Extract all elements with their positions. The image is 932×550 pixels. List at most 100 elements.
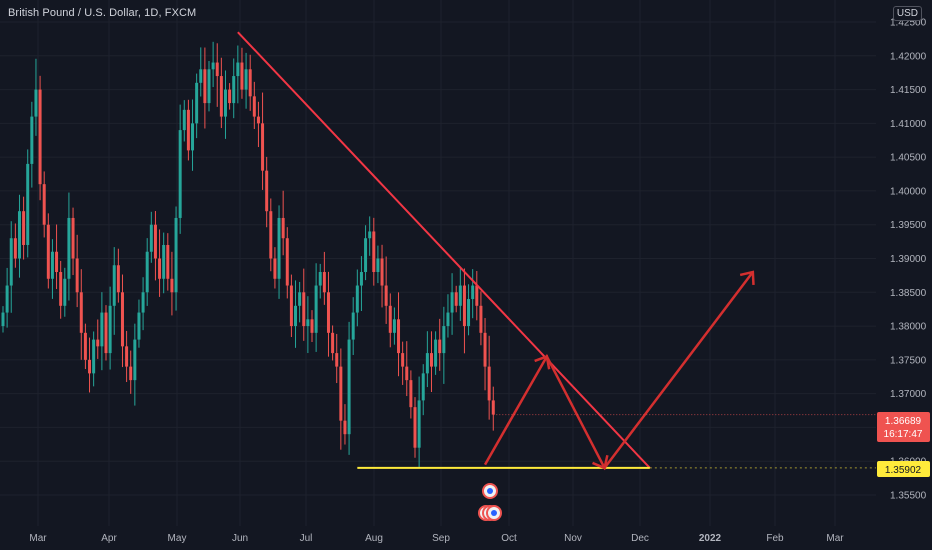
x-tick-label: May [168, 533, 187, 544]
candle-body [256, 116, 260, 124]
arrowhead-down-icon [592, 455, 609, 470]
x-tick-label: Feb [766, 533, 784, 544]
candle-body [269, 211, 273, 259]
candle-body [310, 319, 314, 333]
candle-body [376, 258, 380, 273]
x-tick-label: Nov [564, 533, 582, 544]
x-tick-label: Aug [365, 533, 383, 544]
candle-body [67, 217, 71, 279]
candle-body [351, 312, 355, 340]
candle-body [236, 62, 240, 77]
y-tick-label: 1.40000 [890, 186, 927, 197]
x-tick-label: 2022 [699, 533, 722, 544]
candle-body [63, 278, 67, 306]
candle-body [429, 353, 433, 367]
y-tick-label: 1.41500 [890, 85, 927, 96]
resistance-trendline[interactable] [237, 31, 651, 469]
candle-body [112, 265, 116, 306]
candle-body [442, 326, 446, 354]
candle-body [438, 339, 442, 354]
x-tick-label: Apr [101, 533, 117, 544]
candle-body [17, 211, 21, 259]
candle-body [467, 299, 471, 327]
candle-body [129, 366, 133, 381]
candle-body [425, 353, 429, 374]
candle-body [314, 285, 318, 333]
candle-body [450, 292, 454, 313]
arrowhead-up-icon [739, 270, 755, 286]
candle-body [88, 359, 92, 374]
candle-body [203, 69, 207, 104]
candle-body [359, 272, 363, 286]
candle-body [104, 312, 108, 354]
candle-body [166, 244, 170, 279]
candle-body [281, 217, 285, 239]
y-tick-label: 1.37500 [890, 355, 927, 366]
y-tick-label: 1.42000 [890, 51, 927, 62]
price-tags: 1.36689 16:17:47 1.35902 [877, 412, 930, 477]
price-axis[interactable] [876, 0, 932, 550]
time-axis[interactable] [0, 526, 876, 550]
candle-body [100, 312, 104, 347]
projection-path[interactable] [483, 271, 754, 471]
candle-body [335, 353, 339, 367]
candle-body [158, 258, 162, 279]
candle-body [228, 89, 232, 104]
candle-body [462, 285, 466, 327]
candle-body [368, 231, 372, 239]
candle-body [96, 339, 100, 347]
candle-body [13, 238, 17, 259]
candle-body [223, 89, 227, 117]
economic-events-icon[interactable] [478, 483, 502, 521]
candle-body [162, 244, 166, 279]
x-tick-label: Oct [501, 533, 517, 544]
candle-body [322, 272, 326, 293]
candle-body [491, 400, 495, 415]
candle-body [211, 62, 215, 70]
y-tick-label: 1.39000 [890, 254, 927, 265]
candle-body [38, 89, 42, 185]
y-tick-label: 1.35500 [890, 491, 927, 502]
candle-body [331, 332, 335, 354]
candle-body [409, 380, 413, 408]
candle-body [483, 332, 487, 367]
y-tick-label: 1.37000 [890, 389, 927, 400]
candle-body [186, 109, 190, 151]
current-price-tag [877, 412, 930, 442]
candle-body [125, 346, 129, 367]
candle-body [273, 258, 277, 279]
y-tick-label: 1.42500 [890, 18, 927, 29]
candle-body [207, 69, 211, 104]
candle-body [182, 109, 186, 131]
candle-body [71, 217, 75, 259]
candle-body [145, 251, 149, 293]
candle-body [244, 69, 248, 90]
candle-body [22, 211, 26, 245]
candle-body [252, 96, 256, 117]
candle-body [199, 69, 203, 83]
x-tick-label: Mar [826, 533, 844, 544]
candle-body [454, 292, 458, 306]
candle-body [174, 217, 178, 293]
candle-body [487, 366, 491, 401]
candle-body [170, 278, 174, 293]
candle-body [5, 285, 9, 313]
x-tick-label: Mar [29, 533, 47, 544]
candle-body [34, 89, 38, 117]
countdown-label: 16:17:47 [884, 429, 923, 440]
candle-body [30, 116, 34, 164]
currency-button[interactable]: USD [892, 6, 922, 21]
candle-body [277, 217, 281, 279]
y-tick-label: 1.38000 [890, 322, 927, 333]
candle-body [364, 238, 368, 273]
candle-body [79, 292, 83, 333]
candle-body [265, 170, 269, 212]
candle-body [458, 285, 462, 306]
candle-body [475, 285, 479, 306]
candle-body [405, 366, 409, 381]
candle-body [285, 238, 289, 286]
candle-body [471, 285, 475, 300]
candle-body [9, 238, 13, 286]
candle-body [318, 272, 322, 286]
